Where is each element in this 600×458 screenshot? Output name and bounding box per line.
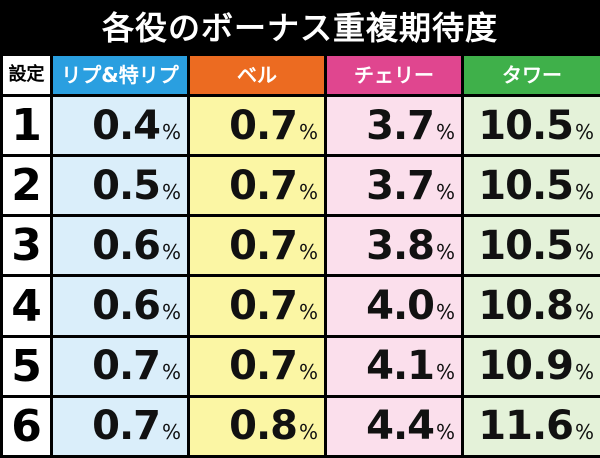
cell-riplay: 0.6% [50,214,190,278]
cell-riplay: 0.7% [50,334,190,398]
table-row: 1 0.4% 0.7% 3.7% 10.5% [0,93,600,158]
setting-number: 4 [0,274,53,338]
setting-number: 2 [0,154,53,218]
header-row: 設定 リプ&特リプ ベル チェリー タワー [0,53,600,97]
cell-tower: 10.5% [461,154,600,218]
cell-bell: 0.7% [187,214,327,278]
header-tower: タワー [461,53,600,97]
header-setting: 設定 [0,53,53,97]
cell-tower: 10.8% [461,274,600,338]
table-row: 4 0.6% 0.7% 4.0% 10.8% [0,274,600,338]
cell-cherry: 4.4% [324,394,464,458]
setting-number: 6 [0,394,53,458]
table-row: 3 0.6% 0.7% 3.8% 10.5% [0,214,600,278]
header-cherry: チェリー [324,53,464,97]
table-row: 2 0.5% 0.7% 3.7% 10.5% [0,154,600,218]
cell-cherry: 3.7% [324,93,464,158]
cell-bell: 0.7% [187,154,327,218]
cell-cherry: 4.1% [324,334,464,398]
probability-table: 設定 リプ&特リプ ベル チェリー タワー 1 0.4% 0.7% 3.7% 1… [0,53,600,458]
cell-tower: 10.5% [461,93,600,158]
setting-number: 5 [0,334,53,398]
header-bell: ベル [187,53,327,97]
table-row: 6 0.7% 0.8% 4.4% 11.6% [0,394,600,458]
cell-riplay: 0.7% [50,394,190,458]
cell-riplay: 0.5% [50,154,190,218]
cell-bell: 0.7% [187,93,327,158]
cell-bell: 0.7% [187,274,327,338]
cell-riplay: 0.4% [50,93,190,158]
cell-bell: 0.8% [187,394,327,458]
cell-riplay: 0.6% [50,274,190,338]
setting-number: 3 [0,214,53,278]
cell-tower: 10.9% [461,334,600,398]
table-row: 5 0.7% 0.7% 4.1% 10.9% [0,334,600,398]
cell-cherry: 3.8% [324,214,464,278]
cell-tower: 11.6% [461,394,600,458]
page-title: 各役のボーナス重複期待度 [101,9,498,47]
cell-cherry: 4.0% [324,274,464,338]
cell-cherry: 3.7% [324,154,464,218]
setting-number: 1 [0,93,53,158]
header-riplay: リプ&特リプ [50,53,190,97]
cell-tower: 10.5% [461,214,600,278]
cell-bell: 0.7% [187,334,327,398]
